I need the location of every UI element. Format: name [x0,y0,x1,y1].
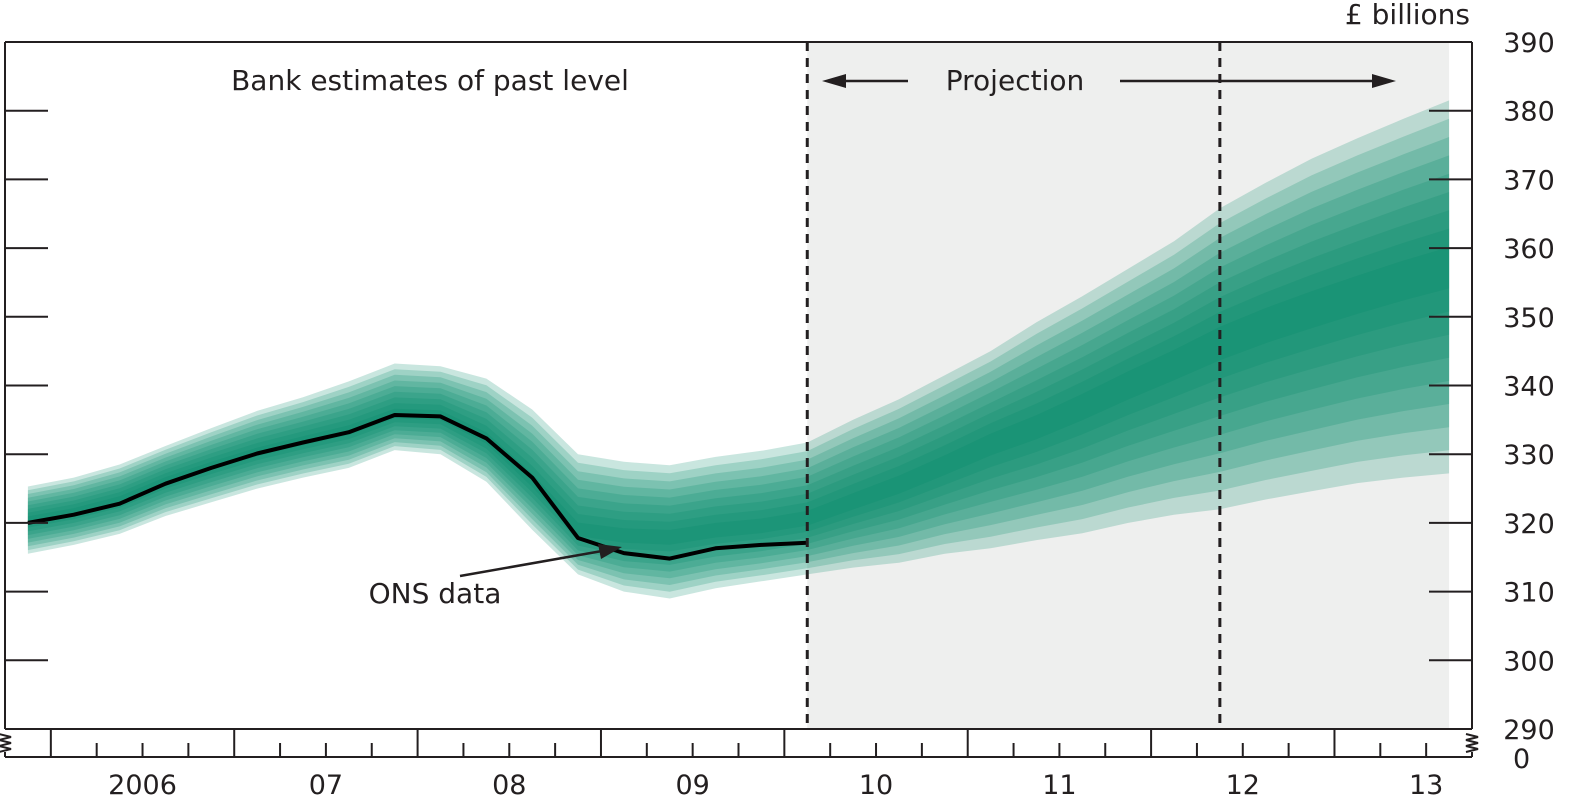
fan-band-7 [27,137,1450,585]
projection-background [807,42,1450,729]
x-tick-label: 09 [675,770,709,801]
axis-break-right [1465,733,1479,753]
projection-annotation: Projection [822,64,1396,97]
projection-arrow-right-head [1372,74,1396,88]
y-tick-label: 360 [1503,234,1555,265]
y-tick-label: 310 [1503,578,1555,609]
y-tick-label: 320 [1503,509,1555,540]
x-tick-label: 2006 [108,770,177,801]
y-axis-ticks: 290 300 310 320 330 340 350 360 370 380 390 [5,28,1555,746]
y-tick-label: 390 [1503,28,1555,59]
fan-band-3 [27,210,1450,559]
ons-arrow-head [598,544,622,559]
annotation-ons: ONS data [369,577,502,610]
fan-band-8 [27,118,1450,592]
x-tick-label: 13 [1409,770,1443,801]
ons-arrow-line [459,549,603,578]
fan-band-5 [27,173,1450,572]
y-tick-label: 340 [1503,372,1555,403]
x-axis-ticks: 2006 07 08 09 10 11 12 13 [4,729,1473,801]
x-tick-label: 11 [1042,770,1076,801]
axis-break-symbols [0,733,1479,753]
y-tick-label: 370 [1503,165,1555,196]
annotation-projection: Projection [946,64,1084,97]
fan-band-9 [27,100,1450,599]
y-tick-label: 380 [1503,97,1555,128]
y-tick-label: 300 [1503,646,1555,677]
ons-data-line [27,413,808,561]
y-axis-break-label: 0 [1513,744,1530,775]
x-tick-label: 10 [859,770,893,801]
fan-bands [27,100,1450,599]
unit-label: £ billions [1345,0,1470,31]
ons-annotation: ONS data [369,544,622,610]
fan-band-4 [27,192,1450,565]
fan-band-2 [27,228,1450,552]
axis-break-left [0,733,12,753]
fan-band-6 [27,155,1450,579]
projection-arrow-left-head [822,74,846,88]
y-tick-label: 350 [1503,303,1555,334]
x-tick-label: 12 [1226,770,1260,801]
y-tick-label: 290 [1503,715,1555,746]
x-tick-label: 08 [492,770,526,801]
x-tick-label: 07 [309,770,343,801]
y-tick-label: 330 [1503,440,1555,471]
annotation-past: Bank estimates of past level [231,64,629,97]
